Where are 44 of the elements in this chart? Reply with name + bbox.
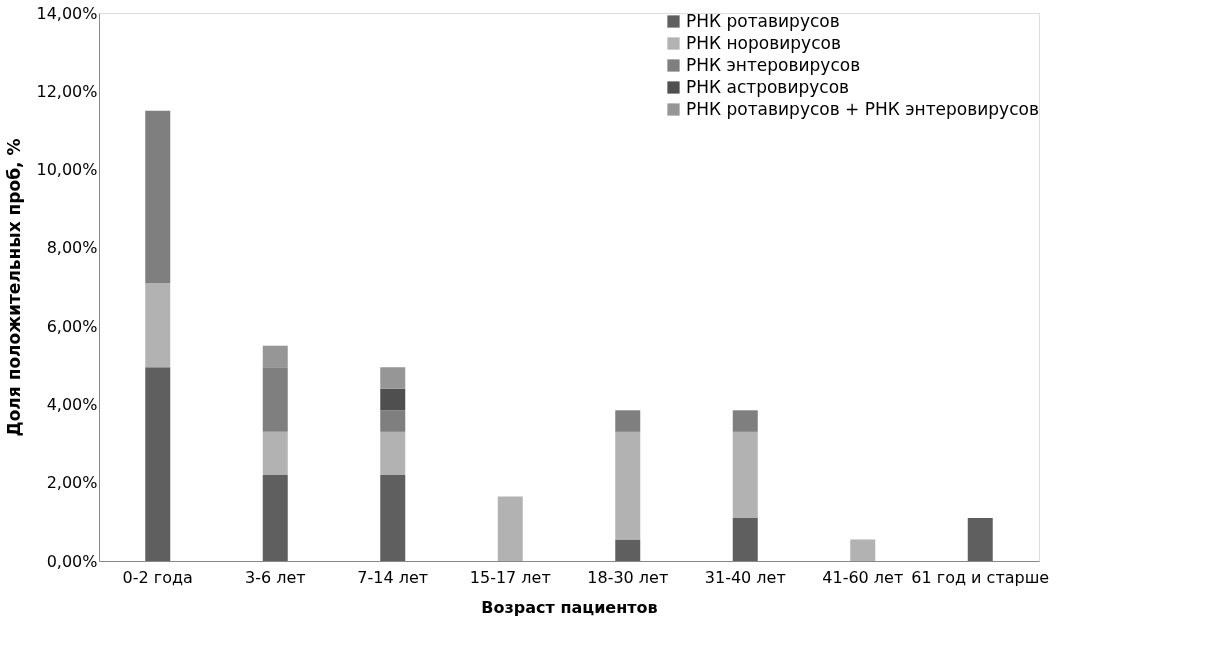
y-tick-label: 6,00% — [46, 316, 98, 336]
bar — [145, 283, 171, 368]
bar — [380, 367, 406, 389]
bar — [380, 431, 406, 475]
bar — [732, 431, 758, 518]
x-tick-label: 0-2 года — [122, 567, 193, 587]
bar — [497, 496, 523, 561]
y-tick-label: 4,00% — [46, 394, 98, 414]
y-tick-label: 12,00% — [36, 81, 98, 101]
bar — [380, 388, 406, 411]
bar — [967, 517, 993, 561]
legend-label: РНК ротавирусов — [686, 10, 840, 31]
x-tick-label: 31-40 лет — [704, 567, 786, 587]
legend-label: РНК энтеровирусов — [686, 54, 861, 75]
x-axis-title: Возраст пациентов — [481, 597, 658, 617]
bar — [732, 517, 758, 561]
x-tick-label: 15-17 лет — [469, 567, 551, 587]
y-axis-title: Доля положительных проб, % — [4, 138, 25, 437]
bar — [380, 474, 406, 561]
legend-label: РНК норовирусов — [686, 32, 841, 53]
x-tick-label: 18-30 лет — [587, 567, 669, 587]
legend-label: РНК астровирусов — [686, 76, 850, 97]
x-tick-label: 41-60 лет — [822, 567, 904, 587]
x-tick-label: 61 год и старше — [911, 567, 1050, 587]
legend-label: РНК ротавирусов + РНК энтеровирусов — [686, 98, 1039, 119]
y-tick-label: 0,00% — [46, 551, 98, 571]
bar — [615, 410, 641, 432]
y-tick-label: 14,00% — [36, 3, 98, 23]
bar — [262, 431, 288, 475]
bar — [262, 345, 288, 368]
bar — [850, 539, 876, 561]
y-tick-label: 10,00% — [36, 160, 98, 180]
bar — [145, 110, 171, 284]
bar — [145, 367, 171, 561]
y-tick-label: 8,00% — [46, 238, 98, 258]
y-tick-label: 2,00% — [46, 473, 98, 493]
bar — [615, 431, 641, 540]
x-tick-label: 3-6 лет — [244, 567, 306, 587]
bar — [262, 367, 288, 432]
bar — [732, 410, 758, 432]
bar — [262, 474, 288, 561]
bar — [380, 410, 406, 432]
bar — [615, 539, 641, 561]
x-tick-label: 7-14 лет — [357, 567, 429, 587]
